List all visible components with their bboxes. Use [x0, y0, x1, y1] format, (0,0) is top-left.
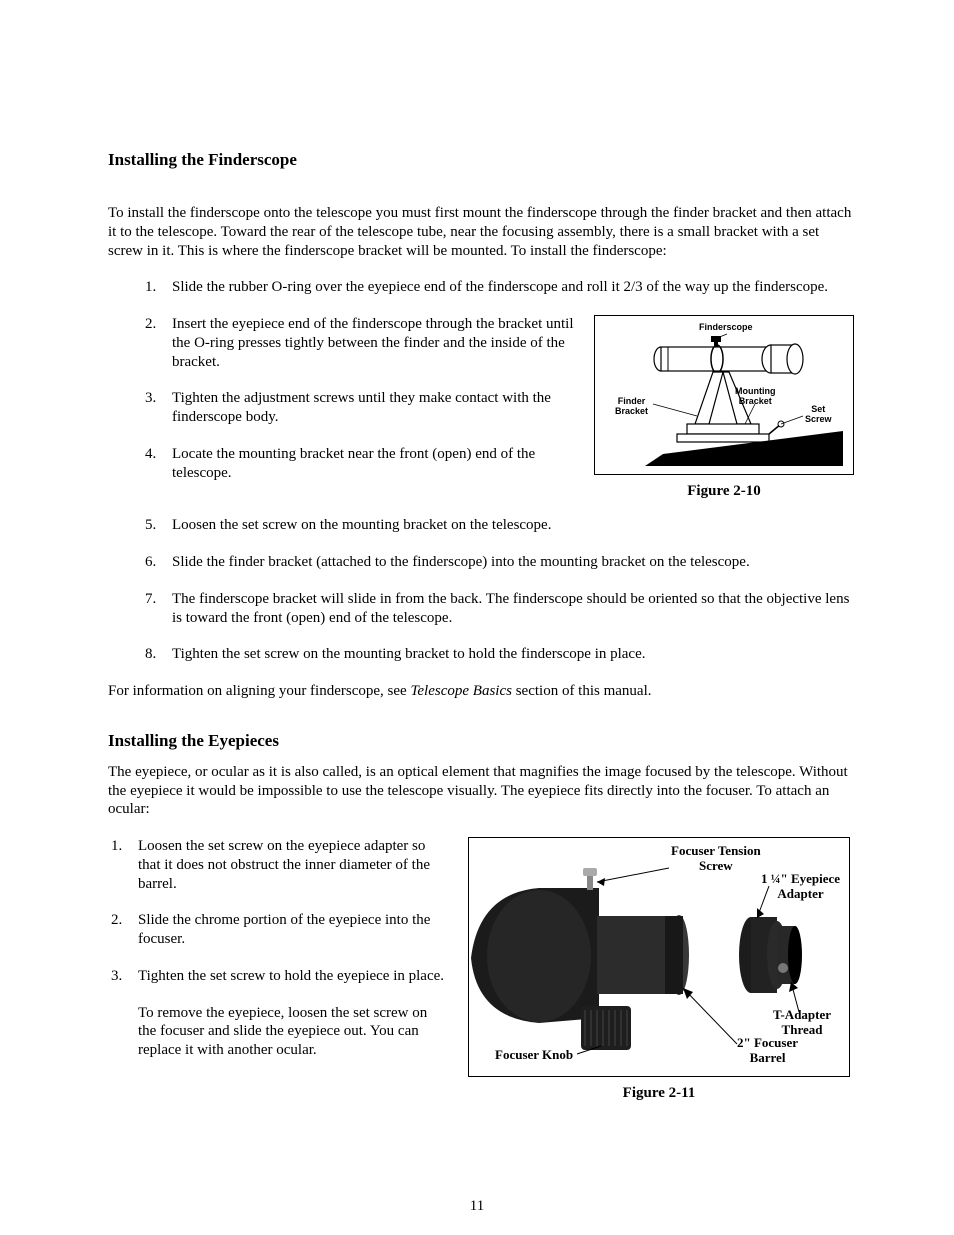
label-mounting-bracket: MountingBracket: [735, 386, 775, 406]
label-finderscope: Finderscope: [699, 322, 753, 332]
label-finder-bracket: FinderBracket: [615, 396, 648, 416]
heading-eyepieces: Installing the Eyepieces: [108, 731, 854, 751]
ep-step-2: Slide the chrome portion of the eyepiece…: [126, 911, 448, 949]
outro-eyepieces: To remove the eyepiece, loosen the set s…: [138, 1004, 448, 1060]
ep-step-1: Loosen the set screw on the eyepiece ada…: [126, 837, 448, 893]
step-2: Insert the eyepiece end of the findersco…: [160, 315, 574, 371]
intro-eyepieces: The eyepiece, or ocular as it is also ca…: [108, 763, 854, 819]
label-set-screw: SetScrew: [805, 404, 832, 424]
figure-2-10: Finderscope FinderBracket MountingBracke…: [594, 315, 854, 500]
heading-finderscope: Installing the Finderscope: [108, 150, 854, 170]
step-3: Tighten the adjustment screws until they…: [160, 389, 574, 427]
finderscope-diagram-svg: [595, 316, 853, 474]
steps-eyepieces: Loosen the set screw on the eyepiece ada…: [126, 837, 448, 986]
label-focuser-knob: Focuser Knob: [495, 1048, 573, 1063]
eyepiece-steps-column: Loosen the set screw on the eyepiece ada…: [108, 837, 448, 1078]
steps-finderscope-c: Loosen the set screw on the mounting bra…: [108, 516, 854, 664]
intro-finderscope: To install the finderscope onto the tele…: [108, 204, 854, 260]
step-6: Slide the finder bracket (attached to th…: [160, 553, 854, 572]
label-focuser-tension: Focuser TensionScrew: [671, 844, 761, 874]
step-5: Loosen the set screw on the mounting bra…: [160, 516, 854, 535]
steps-finderscope-a: Slide the rubber O-ring over the eyepiec…: [108, 278, 854, 297]
step-1: Slide the rubber O-ring over the eyepiec…: [160, 278, 854, 297]
label-eyepiece-adapter: 1 ¼" EyepieceAdapter: [761, 872, 840, 902]
outro-finderscope: For information on aligning your finders…: [108, 682, 854, 701]
figure-2-11-caption: Figure 2-11: [468, 1085, 850, 1102]
page-number: 11: [0, 1198, 954, 1215]
figure-2-11: Focuser TensionScrew 1 ¼" EyepieceAdapte…: [468, 837, 850, 1102]
figure-2-10-caption: Figure 2-10: [594, 483, 854, 500]
label-focuser-barrel: 2" FocuserBarrel: [737, 1036, 798, 1066]
step-4: Locate the mounting bracket near the fro…: [160, 445, 574, 483]
steps-finderscope-b: Insert the eyepiece end of the findersco…: [108, 315, 574, 500]
figure-2-10-diagram: Finderscope FinderBracket MountingBracke…: [594, 315, 854, 475]
step-7: The finderscope bracket will slide in fr…: [160, 590, 854, 628]
ep-step-3: Tighten the set screw to hold the eyepie…: [126, 967, 448, 986]
label-t-adapter: T-AdapterThread: [773, 1008, 831, 1038]
step-8: Tighten the set screw on the mounting br…: [160, 645, 854, 664]
figure-2-11-diagram: Focuser TensionScrew 1 ¼" EyepieceAdapte…: [468, 837, 850, 1077]
